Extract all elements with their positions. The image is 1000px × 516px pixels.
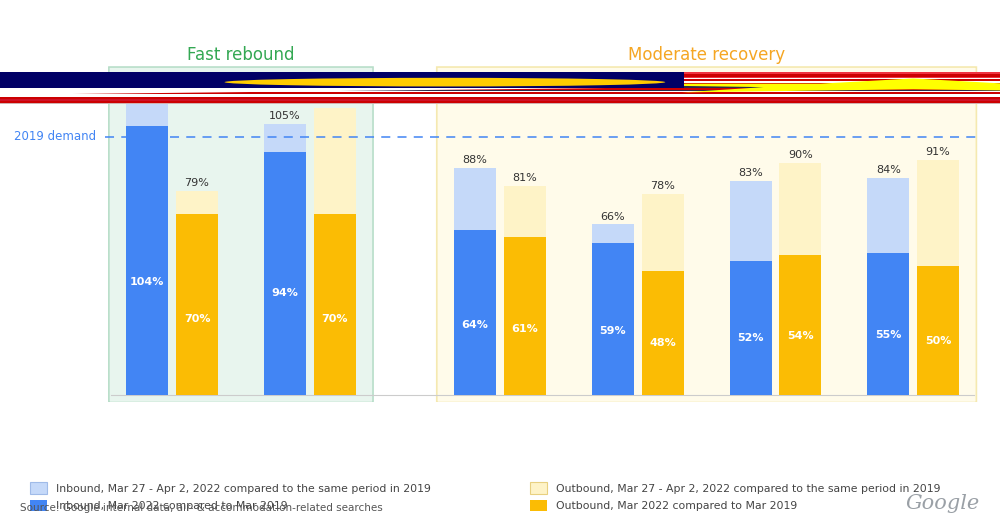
Text: 59%: 59% — [599, 326, 626, 336]
Bar — [454, 168, 496, 395]
Bar — [0, 92, 1000, 94]
Text: 104%: 104% — [130, 277, 164, 287]
Text: 54%: 54% — [787, 331, 814, 341]
Bar — [0, 72, 1000, 88]
FancyBboxPatch shape — [437, 67, 976, 402]
Bar — [264, 152, 306, 395]
Bar — [592, 243, 634, 395]
Bar — [0, 78, 1000, 85]
Bar — [730, 261, 772, 395]
Text: Source: Google internal data, air- & accommodation-related searches: Source: Google internal data, air- & acc… — [20, 504, 383, 513]
Bar — [0, 72, 1000, 103]
Text: 55%: 55% — [875, 330, 901, 340]
Bar — [0, 74, 1000, 77]
Bar — [0, 88, 1000, 90]
Text: 111%: 111% — [319, 96, 351, 106]
Text: 70%: 70% — [321, 314, 348, 324]
Bar — [0, 96, 1000, 99]
Bar — [0, 72, 1000, 103]
Text: 48%: 48% — [649, 338, 676, 348]
Text: 70%: 70% — [184, 314, 210, 324]
Bar — [176, 214, 218, 395]
Bar — [0, 72, 1000, 103]
Bar — [779, 163, 821, 395]
Bar — [642, 271, 684, 395]
Text: 118%: 118% — [131, 78, 163, 88]
Bar — [0, 101, 1000, 103]
Bar — [0, 72, 1000, 88]
Text: 2019 demand: 2019 demand — [14, 130, 96, 143]
Text: 78%: 78% — [650, 181, 675, 191]
Bar — [0, 72, 1000, 88]
Bar — [0, 72, 1000, 103]
Bar — [0, 72, 1000, 103]
Text: Fast rebound: Fast rebound — [187, 46, 295, 64]
Circle shape — [225, 78, 665, 87]
Text: 66%: 66% — [600, 212, 625, 222]
Text: 94%: 94% — [271, 288, 298, 298]
Bar — [0, 83, 1000, 86]
Bar — [0, 88, 1000, 103]
Text: 64%: 64% — [462, 320, 489, 330]
Text: 84%: 84% — [876, 166, 901, 175]
Text: 61%: 61% — [512, 324, 538, 334]
Text: 88%: 88% — [463, 155, 488, 165]
Text: 91%: 91% — [926, 148, 950, 157]
Bar — [0, 78, 1000, 91]
Text: 79%: 79% — [185, 179, 209, 188]
Circle shape — [28, 76, 531, 87]
Bar — [730, 181, 772, 395]
Text: 52%: 52% — [737, 333, 764, 343]
Bar — [642, 194, 684, 395]
Bar — [454, 230, 496, 395]
Polygon shape — [539, 78, 1000, 92]
Text: Moderate recovery: Moderate recovery — [628, 46, 785, 64]
Bar — [264, 124, 306, 395]
Bar — [0, 79, 1000, 81]
Bar — [504, 186, 546, 395]
Bar — [504, 237, 546, 395]
Bar — [0, 72, 1000, 103]
Text: 81%: 81% — [513, 173, 537, 183]
Bar — [867, 253, 909, 395]
Bar — [314, 108, 356, 395]
Text: 90%: 90% — [788, 150, 813, 160]
Bar — [176, 191, 218, 395]
Bar — [126, 90, 168, 395]
Bar — [917, 266, 959, 395]
Bar — [126, 126, 168, 395]
FancyBboxPatch shape — [109, 67, 373, 402]
Bar — [0, 72, 684, 88]
Bar — [917, 160, 959, 395]
Text: 83%: 83% — [738, 168, 763, 178]
Polygon shape — [0, 72, 631, 103]
Bar — [867, 178, 909, 395]
Bar — [592, 224, 634, 395]
Bar — [314, 214, 356, 395]
Legend: Outbound, Mar 27 - Apr 2, 2022 compared to the same period in 2019, Outbound, Ma: Outbound, Mar 27 - Apr 2, 2022 compared … — [525, 478, 945, 516]
Text: 105%: 105% — [269, 111, 301, 121]
Bar — [0, 91, 1000, 97]
Text: Google: Google — [906, 494, 980, 513]
Bar — [779, 255, 821, 395]
Text: 50%: 50% — [925, 335, 951, 346]
